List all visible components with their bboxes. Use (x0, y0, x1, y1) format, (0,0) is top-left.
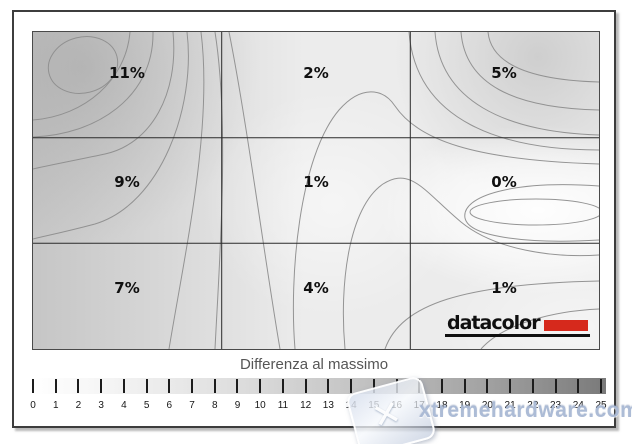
cell-value-label: 2% (303, 64, 328, 82)
scale-tick-label: 23 (549, 400, 562, 411)
scale-tick (145, 379, 148, 393)
scale-tick (100, 379, 103, 393)
scale-tick-label: 24 (572, 400, 584, 411)
scale-tick (327, 379, 330, 393)
cell-value-label: 5% (491, 64, 516, 82)
scale-tick-label: 2 (75, 400, 82, 411)
scale-ticks (32, 379, 602, 393)
scale-tick-label: 11 (277, 400, 289, 411)
scale-tick-label: 22 (527, 400, 539, 411)
scale-tick (213, 379, 216, 393)
scale-tick (304, 379, 307, 393)
scale-tick (577, 379, 580, 393)
scale-tick (440, 379, 443, 393)
scale-title: Differenza al massimo (239, 356, 389, 373)
scale-tick-label: 3 (98, 400, 104, 411)
scale-tick-label: 1 (52, 400, 59, 411)
cell-value-label: 7% (114, 279, 139, 297)
scale-tick-label: 18 (436, 400, 448, 411)
scale-tick (191, 379, 194, 393)
scale-tick (463, 379, 466, 393)
scale-tick (122, 379, 125, 393)
cell-value-label: 9% (114, 173, 139, 191)
xtremehardware-watermark: xtremehardware.com (419, 399, 632, 422)
scale-tick-label: 0 (30, 400, 36, 411)
contour-plot-canvas: 11% 2% 5% 9% 1% 0% 7% 4% 1% (33, 32, 599, 349)
cell-value-label: 11% (109, 64, 145, 82)
scale-tick (32, 379, 34, 393)
uniformity-contour-plot: 11% 2% 5% 9% 1% 0% 7% 4% 1% datacolor (32, 31, 600, 350)
scale-tick (350, 379, 353, 393)
scale-tick (600, 379, 602, 393)
contour-lines (33, 32, 599, 349)
scale-tick (554, 379, 557, 393)
scale-tick-label: 25 (595, 400, 607, 411)
datacolor-red-bar (543, 320, 588, 331)
scale-tick-label: 12 (300, 400, 312, 411)
cell-value-label: 0% (491, 173, 516, 191)
scale-tick (509, 379, 512, 393)
cell-value-label: 1% (303, 173, 328, 191)
scale-tick (236, 379, 239, 393)
scale-tick (54, 379, 57, 393)
scale-tick (486, 379, 489, 393)
scale-tick (259, 379, 262, 393)
xtremehardware-x-icon: ✕ (367, 392, 406, 439)
scale-tick (168, 379, 171, 393)
scale-tick (77, 379, 80, 393)
scale-tick-label: 20 (481, 400, 493, 411)
datacolor-logo: datacolor (445, 314, 590, 337)
scale-tick-label: 9 (234, 400, 241, 411)
cell-value-label: 4% (303, 279, 328, 297)
scale-tick-label: 8 (211, 400, 218, 411)
grid-lines (33, 32, 599, 349)
cell-value-label: 1% (491, 279, 516, 297)
gradient-scale-bar (30, 378, 606, 394)
scale-tick-label: 6 (166, 400, 173, 411)
scale-tick-label: 5 (143, 400, 150, 411)
luminance-shading (33, 32, 599, 349)
scale-tick-label: 19 (459, 400, 471, 411)
scale-tick-label: 21 (504, 400, 516, 411)
scale-tick-label: 4 (121, 400, 127, 411)
datacolor-logo-text: datacolor (447, 312, 541, 334)
scale-tick (531, 379, 534, 393)
scale-tick-label: 7 (189, 400, 195, 411)
uniformity-result-window: 11% 2% 5% 9% 1% 0% 7% 4% 1% datacolor Di… (12, 10, 616, 428)
scale-tick-label: 13 (322, 400, 334, 411)
scale-tick-label: 10 (254, 400, 266, 411)
scale-tick (281, 379, 284, 393)
scale-tick (372, 379, 375, 393)
